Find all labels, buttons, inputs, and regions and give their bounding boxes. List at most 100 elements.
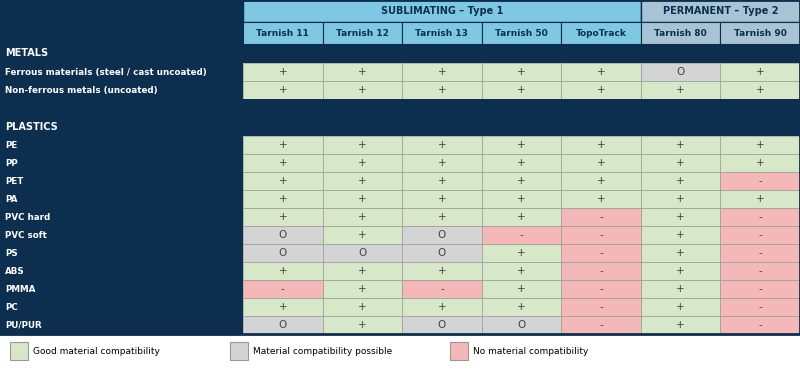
Bar: [562, 226, 641, 244]
Text: +: +: [358, 230, 366, 240]
Bar: [721, 262, 800, 280]
Text: Ferrous materials (steel / cast uncoated): Ferrous materials (steel / cast uncoated…: [5, 68, 206, 76]
Bar: [0, 208, 243, 226]
Bar: [482, 154, 562, 172]
Text: +: +: [278, 158, 287, 168]
Bar: [482, 316, 562, 334]
Bar: [482, 244, 562, 262]
Text: PE: PE: [5, 140, 18, 149]
Text: +: +: [676, 302, 685, 312]
Text: -: -: [599, 230, 603, 240]
Text: +: +: [517, 266, 526, 276]
Bar: [562, 280, 641, 298]
Bar: [0, 136, 243, 154]
Text: +: +: [517, 85, 526, 95]
Bar: [402, 316, 482, 334]
Bar: [721, 280, 800, 298]
Bar: [402, 154, 482, 172]
Bar: [0, 44, 800, 63]
Text: +: +: [358, 266, 366, 276]
Text: +: +: [517, 302, 526, 312]
Text: +: +: [278, 212, 287, 222]
Bar: [482, 172, 562, 190]
Bar: [322, 136, 402, 154]
Bar: [402, 81, 482, 99]
Text: -: -: [599, 284, 603, 294]
Text: +: +: [597, 85, 606, 95]
Text: O: O: [438, 230, 446, 240]
Text: PLASTICS: PLASTICS: [5, 121, 58, 132]
Text: +: +: [517, 176, 526, 186]
Bar: [562, 63, 641, 81]
Bar: [562, 316, 641, 334]
Text: O: O: [278, 320, 287, 330]
Bar: [562, 244, 641, 262]
Bar: [243, 262, 322, 280]
Text: +: +: [438, 212, 446, 222]
Text: Non-ferrous metals (uncoated): Non-ferrous metals (uncoated): [5, 85, 158, 95]
Bar: [0, 81, 243, 99]
Text: -: -: [758, 230, 762, 240]
Bar: [641, 81, 721, 99]
Bar: [0, 280, 243, 298]
Bar: [450, 342, 468, 360]
Text: +: +: [676, 230, 685, 240]
Bar: [0, 99, 800, 117]
Bar: [322, 63, 402, 81]
Text: +: +: [517, 158, 526, 168]
Text: +: +: [278, 266, 287, 276]
Text: -: -: [599, 266, 603, 276]
Text: +: +: [358, 176, 366, 186]
Text: -: -: [599, 302, 603, 312]
Bar: [0, 117, 800, 136]
Text: +: +: [517, 67, 526, 77]
Bar: [641, 244, 721, 262]
Text: +: +: [438, 158, 446, 168]
Text: +: +: [517, 140, 526, 150]
Bar: [243, 172, 322, 190]
Text: No material compatibility: No material compatibility: [473, 346, 588, 355]
Bar: [641, 154, 721, 172]
Text: -: -: [758, 302, 762, 312]
Text: +: +: [358, 158, 366, 168]
Bar: [641, 0, 800, 22]
Bar: [562, 208, 641, 226]
Text: ABS: ABS: [5, 267, 25, 275]
Text: +: +: [358, 85, 366, 95]
Bar: [0, 172, 243, 190]
Text: Tarnish 90: Tarnish 90: [734, 28, 786, 38]
Bar: [402, 226, 482, 244]
Text: +: +: [676, 266, 685, 276]
Text: +: +: [278, 302, 287, 312]
Bar: [402, 22, 482, 44]
Bar: [482, 280, 562, 298]
Text: PERMANENT – Type 2: PERMANENT – Type 2: [662, 6, 778, 16]
Bar: [721, 298, 800, 316]
Bar: [322, 154, 402, 172]
Bar: [482, 262, 562, 280]
Text: +: +: [438, 67, 446, 77]
Text: -: -: [758, 212, 762, 222]
Text: +: +: [517, 194, 526, 204]
Bar: [322, 190, 402, 208]
Bar: [482, 226, 562, 244]
Bar: [243, 136, 322, 154]
Bar: [641, 22, 721, 44]
Bar: [243, 63, 322, 81]
Bar: [243, 226, 322, 244]
Bar: [721, 190, 800, 208]
Text: O: O: [278, 230, 287, 240]
Bar: [243, 298, 322, 316]
Text: +: +: [438, 140, 446, 150]
Bar: [721, 226, 800, 244]
Bar: [482, 190, 562, 208]
Bar: [562, 172, 641, 190]
Text: +: +: [358, 302, 366, 312]
Bar: [402, 298, 482, 316]
Bar: [721, 316, 800, 334]
Text: +: +: [676, 284, 685, 294]
Bar: [230, 342, 248, 360]
Text: +: +: [278, 140, 287, 150]
Text: +: +: [358, 140, 366, 150]
Text: -: -: [599, 248, 603, 258]
